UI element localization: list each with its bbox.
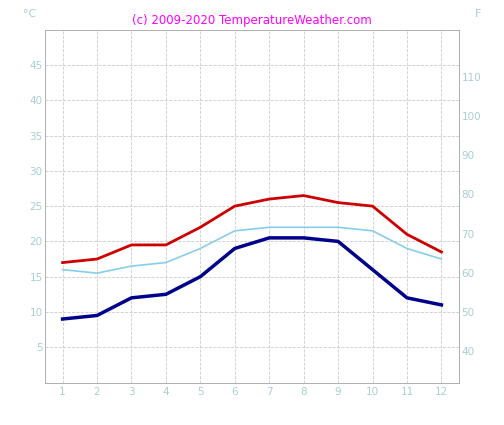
Text: °C: °C [23,9,36,19]
Text: F: F [475,9,481,19]
Title: (c) 2009-2020 TemperatureWeather.com: (c) 2009-2020 TemperatureWeather.com [132,14,372,27]
